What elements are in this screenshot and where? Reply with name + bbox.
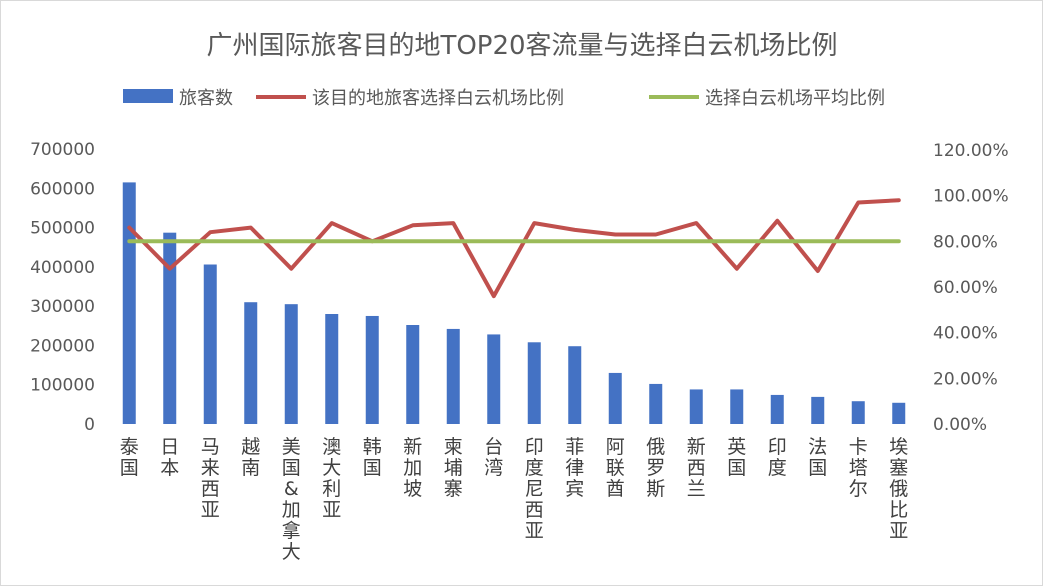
y-right-tick-label: 120.00% [933, 141, 1009, 161]
y-right-tick-label: 100.00% [933, 187, 1009, 207]
category-label: 印度尼西亚 [525, 436, 544, 542]
y-right-tick-label: 80.00% [933, 232, 998, 252]
line-series [127, 198, 901, 299]
bar [568, 346, 582, 424]
category-label: 台湾 [484, 436, 503, 479]
chart-title: 广州国际旅客目的地TOP20客流量与选择白云机场比例 [206, 31, 837, 61]
bar [284, 304, 298, 424]
bar [689, 389, 703, 424]
y-left-tick-label: 400000 [30, 258, 95, 278]
bar [770, 394, 784, 424]
category-label: 俄罗斯 [646, 436, 665, 500]
bar [811, 396, 825, 424]
bar [406, 325, 420, 424]
bar [730, 389, 744, 424]
bar [608, 372, 622, 424]
y-axis-left: 0 100000 200000 300000 400000 500000 600000 700… [30, 140, 95, 435]
y-axis-right: 0.00% 20.00% 40.00% 60.00% 80.00% 100.00% 120.… [933, 141, 1009, 435]
legend-entry-label: 旅客数 [179, 88, 233, 109]
category-label: 日本 [160, 436, 179, 479]
category-label: 新西兰 [687, 436, 706, 500]
y-right-tick-label: 40.00% [933, 324, 998, 344]
y-right-tick-label: 60.00% [933, 278, 998, 298]
y-left-tick-label: 100000 [30, 376, 95, 396]
bar [122, 182, 136, 424]
y-left-tick-label: 700000 [30, 140, 95, 160]
bar [244, 302, 258, 424]
y-left-tick-label: 300000 [30, 297, 95, 317]
bar [487, 334, 501, 424]
category-label: 澳大利亚 [322, 436, 341, 521]
category-label: 柬埔寨 [444, 436, 463, 500]
bar [892, 402, 906, 424]
y-left-tick-label: 500000 [30, 219, 95, 239]
bar [851, 401, 865, 424]
y-left-tick-label: 200000 [30, 336, 95, 356]
ratio-line [127, 198, 901, 299]
bar-series [122, 182, 906, 424]
bar [325, 314, 339, 424]
bar [163, 232, 177, 424]
category-label: 越南 [241, 436, 260, 479]
y-left-tick-label: 0 [84, 415, 95, 435]
y-right-tick-label: 20.00% [933, 369, 998, 389]
category-label: 泰国 [120, 436, 139, 479]
legend: 旅客数 该目的地旅客选择白云机场比例 选择白云机场平均比例 [123, 88, 885, 109]
bar [203, 264, 217, 424]
category-label: 韩国 [363, 436, 382, 479]
legend-swatch-bar [123, 89, 173, 103]
category-label: 美国&加拿大 [282, 436, 301, 563]
category-label: 马来西亚 [201, 436, 220, 521]
legend-entry-label: 选择白云机场平均比例 [705, 88, 885, 109]
bar [527, 342, 541, 424]
legend-entry-label: 该目的地旅客选择白云机场比例 [312, 88, 564, 109]
bar [365, 315, 379, 424]
category-label: 法国 [808, 436, 827, 479]
category-label: 阿联酋 [606, 436, 625, 500]
category-label: 英国 [727, 436, 746, 479]
category-label: 新加坡 [403, 436, 422, 500]
category-label: 菲律宾 [565, 436, 584, 500]
bar [446, 328, 460, 424]
category-label: 卡塔尔 [849, 436, 868, 500]
category-label: 印度 [768, 436, 787, 479]
bar [649, 383, 663, 424]
y-left-tick-label: 600000 [30, 179, 95, 199]
category-label: 埃塞俄比亚 [889, 436, 908, 542]
y-right-tick-label: 0.00% [933, 415, 987, 435]
